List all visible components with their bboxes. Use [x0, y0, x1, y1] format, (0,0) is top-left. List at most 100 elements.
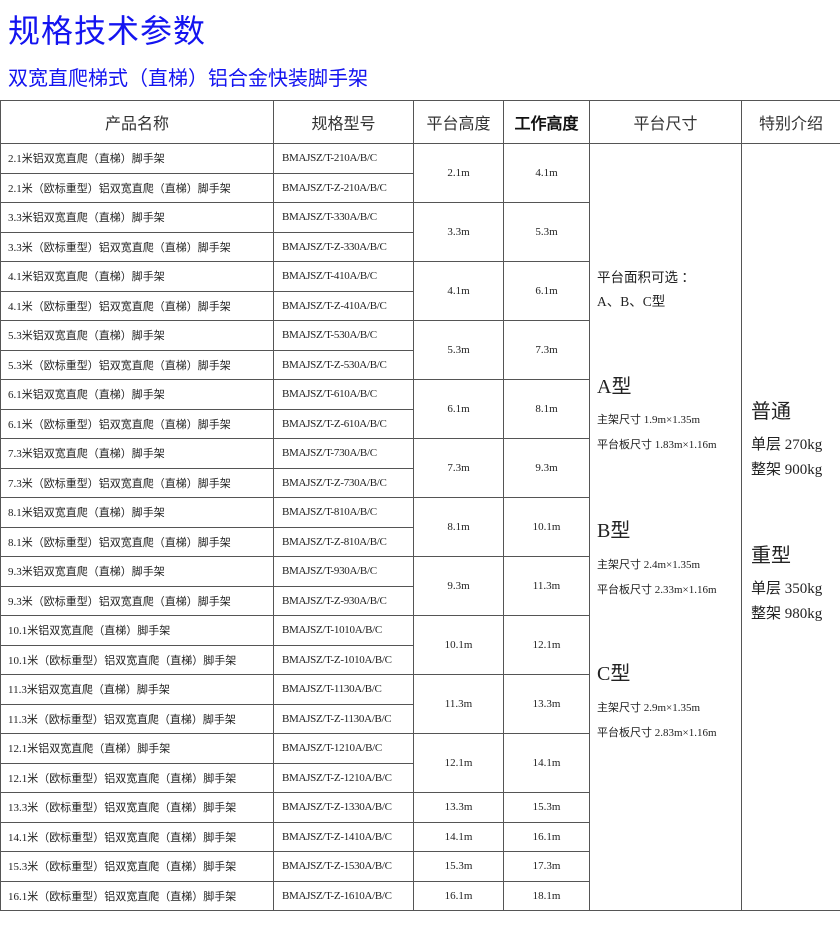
table-row: 6.1米（欧标重型）铝双宽直爬（直梯）脚手架 BMAJSZ/T-Z-610A/B/… [0, 408, 840, 439]
product-name: 8.1米铝双宽直爬（直梯）脚手架 [0, 497, 274, 528]
special-heavy-whole: 整架 980kg [751, 606, 823, 622]
product-name: 2.1米（欧标重型）铝双宽直爬（直梯）脚手架 [0, 172, 274, 203]
table-row: 11.3米铝双宽直爬（直梯）脚手架 BMAJSZ/T-1130A/B/C 11.3m… [0, 674, 840, 734]
spec-table: 产品名称 规格型号 平台高度 工作高度 平台尺寸 特别介绍 2.1米铝双宽直爬（… [0, 100, 840, 911]
working-height: 11.3m [503, 556, 590, 616]
product-name: 16.1米（欧标重型）铝双宽直爬（直梯）脚手架 [0, 880, 274, 911]
type-c-platform-board: 平台板尺寸 2.83m×1.16m [597, 727, 717, 739]
working-height: 17.3m [503, 851, 590, 882]
product-model: BMAJSZ/T-Z-1610A/B/C [273, 880, 414, 911]
platform-size-cell [589, 143, 742, 911]
table-row: 16.1米（欧标重型）铝双宽直爬（直梯）脚手架 BMAJSZ/T-Z-1610A/… [0, 880, 840, 911]
platform-height: 6.1m [413, 379, 504, 439]
table-row: 6.1米铝双宽直爬（直梯）脚手架 BMAJSZ/T-610A/B/C 6.1m 8.1… [0, 379, 840, 439]
working-height: 10.1m [503, 497, 590, 557]
special-normal-whole: 整架 900kg [751, 462, 823, 478]
page-title: 规格技术参数 [8, 13, 207, 49]
working-height: 7.3m [503, 320, 590, 380]
header-working-height: 工作高度 [503, 100, 590, 144]
page-subtitle: 双宽直爬梯式（直梯）铝合金快装脚手架 [8, 68, 368, 90]
product-model: BMAJSZ/T-210A/B/C [273, 143, 414, 174]
product-name: 5.3米铝双宽直爬（直梯）脚手架 [0, 320, 274, 351]
working-height: 4.1m [503, 143, 590, 203]
table-row: 4.1米（欧标重型）铝双宽直爬（直梯）脚手架 BMAJSZ/T-Z-410A/B/… [0, 290, 840, 321]
special-cell [741, 143, 840, 911]
platform-height: 10.1m [413, 615, 504, 675]
table-row: 9.3米（欧标重型）铝双宽直爬（直梯）脚手架 BMAJSZ/T-Z-930A/B/… [0, 585, 840, 616]
table-row: 3.3米铝双宽直爬（直梯）脚手架 BMAJSZ/T-330A/B/C 3.3m 5.3… [0, 202, 840, 262]
header-product-name: 产品名称 [0, 100, 274, 144]
header-special: 特别介绍 [741, 100, 840, 144]
product-model: BMAJSZ/T-610A/B/C [273, 379, 414, 410]
product-model: BMAJSZ/T-Z-530A/B/C [273, 349, 414, 380]
table-row: 4.1米铝双宽直爬（直梯）脚手架 BMAJSZ/T-410A/B/C 4.1m 6.1… [0, 261, 840, 321]
product-model: BMAJSZ/T-930A/B/C [273, 556, 414, 587]
platform-height: 16.1m [413, 880, 504, 911]
header-platform-size: 平台尺寸 [589, 100, 742, 144]
product-model: BMAJSZ/T-530A/B/C [273, 320, 414, 351]
product-name: 9.3米（欧标重型）铝双宽直爬（直梯）脚手架 [0, 585, 274, 616]
platform-size-intro-2: A、B、C型 [597, 294, 666, 309]
platform-size-intro-1: 平台面积可选 ： [597, 270, 695, 285]
product-model: BMAJSZ/T-1010A/B/C [273, 615, 414, 646]
type-a-label: A型 [597, 376, 632, 398]
platform-height: 14.1m [413, 821, 504, 852]
product-name: 12.1米铝双宽直爬（直梯）脚手架 [0, 733, 274, 764]
product-model: BMAJSZ/T-Z-1210A/B/C [273, 762, 414, 793]
type-b-label: B型 [597, 520, 631, 542]
product-model: BMAJSZ/T-730A/B/C [273, 438, 414, 469]
working-height: 13.3m [503, 674, 590, 734]
platform-height: 11.3m [413, 674, 504, 734]
type-b-platform-board: 平台板尺寸 2.33m×1.16m [597, 584, 717, 596]
working-height: 6.1m [503, 261, 590, 321]
product-model: BMAJSZ/T-Z-1330A/B/C [273, 792, 414, 823]
product-model: BMAJSZ/T-Z-210A/B/C [273, 172, 414, 203]
product-model: BMAJSZ/T-330A/B/C [273, 202, 414, 233]
product-model: BMAJSZ/T-Z-1010A/B/C [273, 644, 414, 675]
product-name: 4.1米铝双宽直爬（直梯）脚手架 [0, 261, 274, 292]
product-name: 6.1米（欧标重型）铝双宽直爬（直梯）脚手架 [0, 408, 274, 439]
product-model: BMAJSZ/T-Z-1410A/B/C [273, 821, 414, 852]
product-model: BMAJSZ/T-410A/B/C [273, 261, 414, 292]
table-row: 12.1米（欧标重型）铝双宽直爬（直梯）脚手架 BMAJSZ/T-Z-1210A/… [0, 762, 840, 793]
product-name: 15.3米（欧标重型）铝双宽直爬（直梯）脚手架 [0, 851, 274, 882]
product-name: 7.3米铝双宽直爬（直梯）脚手架 [0, 438, 274, 469]
product-model: BMAJSZ/T-Z-1530A/B/C [273, 851, 414, 882]
type-a-platform-board: 平台板尺寸 1.83m×1.16m [597, 439, 717, 451]
product-model: BMAJSZ/T-Z-810A/B/C [273, 526, 414, 557]
product-model: BMAJSZ/T-Z-610A/B/C [273, 408, 414, 439]
type-c-label: C型 [597, 663, 631, 685]
type-b-main-frame: 主架尺寸 2.4m×1.35m [597, 559, 701, 571]
platform-height: 2.1m [413, 143, 504, 203]
working-height: 15.3m [503, 792, 590, 823]
platform-height: 15.3m [413, 851, 504, 882]
table-row: 8.1米铝双宽直爬（直梯）脚手架 BMAJSZ/T-810A/B/C 8.1m 10.… [0, 497, 840, 557]
special-normal-single: 单层 270kg [751, 437, 823, 453]
header-platform-height: 平台高度 [413, 100, 504, 144]
product-name: 5.3米（欧标重型）铝双宽直爬（直梯）脚手架 [0, 349, 274, 380]
table-row: 10.1米铝双宽直爬（直梯）脚手架 BMAJSZ/T-1010A/B/C 10.1m… [0, 615, 840, 675]
product-name: 4.1米（欧标重型）铝双宽直爬（直梯）脚手架 [0, 290, 274, 321]
product-name: 12.1米（欧标重型）铝双宽直爬（直梯）脚手架 [0, 762, 274, 793]
product-name: 13.3米（欧标重型）铝双宽直爬（直梯）脚手架 [0, 792, 274, 823]
table-row: 14.1米（欧标重型）铝双宽直爬（直梯）脚手架 BMAJSZ/T-Z-1410A/… [0, 821, 840, 852]
table-row: 7.3米（欧标重型）铝双宽直爬（直梯）脚手架 BMAJSZ/T-Z-730A/B/… [0, 467, 840, 498]
product-name: 10.1米（欧标重型）铝双宽直爬（直梯）脚手架 [0, 644, 274, 675]
working-height: 9.3m [503, 438, 590, 498]
product-name: 3.3米铝双宽直爬（直梯）脚手架 [0, 202, 274, 233]
working-height: 8.1m [503, 379, 590, 439]
product-name: 11.3米（欧标重型）铝双宽直爬（直梯）脚手架 [0, 703, 274, 734]
platform-height: 5.3m [413, 320, 504, 380]
working-height: 18.1m [503, 880, 590, 911]
table-header-row: 产品名称 规格型号 平台高度 工作高度 平台尺寸 特别介绍 [0, 100, 840, 144]
product-name: 6.1米铝双宽直爬（直梯）脚手架 [0, 379, 274, 410]
table-row: 2.1米铝双宽直爬（直梯）脚手架 BMAJSZ/T-210A/B/C 2.1m 4.1… [0, 143, 840, 911]
product-name: 7.3米（欧标重型）铝双宽直爬（直梯）脚手架 [0, 467, 274, 498]
working-height: 5.3m [503, 202, 590, 262]
platform-height: 9.3m [413, 556, 504, 616]
product-model: BMAJSZ/T-Z-1130A/B/C [273, 703, 414, 734]
table-row: 5.3米铝双宽直爬（直梯）脚手架 BMAJSZ/T-530A/B/C 5.3m 7.3… [0, 320, 840, 380]
special-heavy-single: 单层 350kg [751, 581, 823, 597]
platform-height: 3.3m [413, 202, 504, 262]
product-model: BMAJSZ/T-Z-930A/B/C [273, 585, 414, 616]
